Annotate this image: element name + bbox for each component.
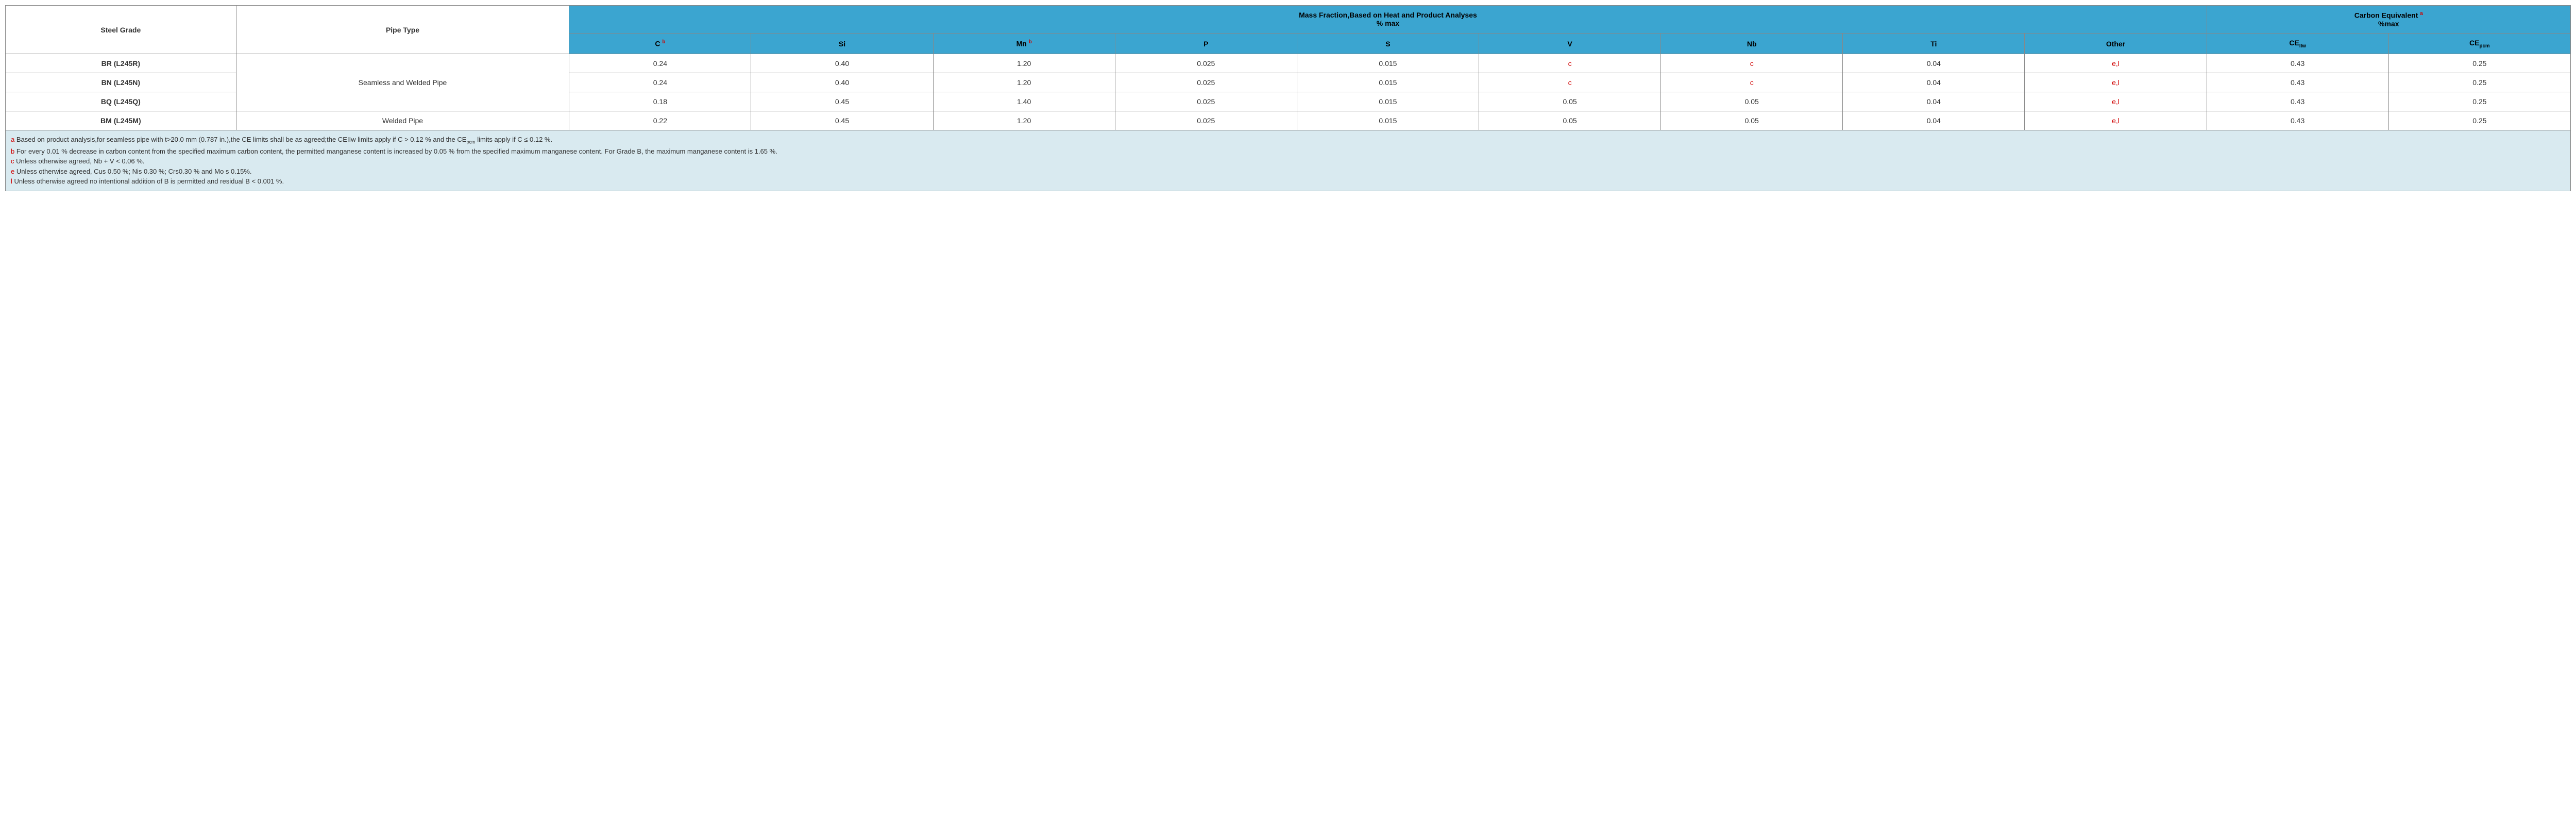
cell-mn: 1.40 bbox=[933, 92, 1115, 111]
cell-si: 0.40 bbox=[751, 54, 933, 73]
cell-mn: 1.20 bbox=[933, 111, 1115, 130]
cell-p: 0.025 bbox=[1115, 73, 1297, 92]
footnote-b: b For every 0.01 % decrease in carbon co… bbox=[11, 146, 2565, 157]
hdr-cepcm-label: CE bbox=[2469, 39, 2479, 47]
cell-ceiiw: 0.43 bbox=[2207, 111, 2388, 130]
cell-nb: 0.05 bbox=[1661, 92, 1843, 111]
cell-ceiiw: 0.43 bbox=[2207, 54, 2388, 73]
hdr-mn: Mn b bbox=[933, 33, 1115, 54]
cell-v: 0.05 bbox=[1479, 92, 1661, 111]
hdr-mn-label: Mn bbox=[1016, 40, 1027, 48]
hdr-cepcm-sub: pcm bbox=[2480, 43, 2490, 48]
cell-nb: c bbox=[1661, 54, 1843, 73]
cell-other: e,l bbox=[2025, 54, 2207, 73]
footnote-l-text: Unless otherwise agreed no intentional a… bbox=[12, 177, 284, 185]
cell-cepcm: 0.25 bbox=[2388, 92, 2570, 111]
cell-s: 0.015 bbox=[1297, 54, 1479, 73]
footnote-a-tail: limits apply if C ≤ 0.12 %. bbox=[476, 136, 552, 143]
cell-grade: BN (L245N) bbox=[6, 73, 236, 92]
hdr-steel-grade: Steel Grade bbox=[6, 6, 236, 54]
cell-nb: 0.05 bbox=[1661, 111, 1843, 130]
footnote-a: a Based on product analysis,for seamless… bbox=[11, 135, 2565, 146]
footnote-l: l Unless otherwise agreed no intentional… bbox=[11, 176, 2565, 187]
cell-v: c bbox=[1479, 54, 1661, 73]
cell-pipe-type: Seamless and Welded Pipe bbox=[236, 54, 569, 111]
hdr-p: P bbox=[1115, 33, 1297, 54]
cell-other: e,l bbox=[2025, 111, 2207, 130]
cell-mn: 1.20 bbox=[933, 73, 1115, 92]
cell-s: 0.015 bbox=[1297, 73, 1479, 92]
cell-grade: BQ (L245Q) bbox=[6, 92, 236, 111]
hdr-carbon-eq-sub: %max bbox=[2378, 20, 2399, 28]
hdr-carbon-eq: Carbon Equivalent a %max bbox=[2207, 6, 2570, 34]
footnote-b-text: For every 0.01 % decrease in carbon cont… bbox=[14, 147, 777, 155]
cell-c: 0.18 bbox=[569, 92, 751, 111]
hdr-nb: Nb bbox=[1661, 33, 1843, 54]
cell-v: c bbox=[1479, 73, 1661, 92]
hdr-v: V bbox=[1479, 33, 1661, 54]
hdr-carbon-eq-title: Carbon Equivalent bbox=[2354, 11, 2418, 20]
cell-s: 0.015 bbox=[1297, 92, 1479, 111]
footnote-a-sub: pcm bbox=[466, 140, 475, 145]
hdr-ceiiw-label: CE bbox=[2289, 39, 2299, 47]
footnote-e: e Unless otherwise agreed, Cus 0.50 %; N… bbox=[11, 166, 2565, 177]
cell-si: 0.40 bbox=[751, 73, 933, 92]
footnotes-block: a Based on product analysis,for seamless… bbox=[5, 130, 2571, 191]
hdr-pipe-type: Pipe Type bbox=[236, 6, 569, 54]
cell-ti: 0.04 bbox=[1843, 54, 2025, 73]
cell-mn: 1.20 bbox=[933, 54, 1115, 73]
cell-ceiiw: 0.43 bbox=[2207, 92, 2388, 111]
cell-other: e,l bbox=[2025, 92, 2207, 111]
cell-p: 0.025 bbox=[1115, 54, 1297, 73]
hdr-ceiiw-sub: IIw bbox=[2299, 43, 2306, 48]
hdr-mn-note: b bbox=[1029, 39, 1032, 45]
hdr-other: Other bbox=[2025, 33, 2207, 54]
table-row: BR (L245R)Seamless and Welded Pipe0.240.… bbox=[6, 54, 2571, 73]
hdr-mass-fraction-sub: % max bbox=[1377, 19, 1399, 27]
cell-nb: c bbox=[1661, 73, 1843, 92]
hdr-mass-fraction: Mass Fraction,Based on Heat and Product … bbox=[569, 6, 2207, 34]
cell-cepcm: 0.25 bbox=[2388, 111, 2570, 130]
cell-ti: 0.04 bbox=[1843, 111, 2025, 130]
cell-ceiiw: 0.43 bbox=[2207, 73, 2388, 92]
footnote-e-text: Unless otherwise agreed, Cus 0.50 %; Nis… bbox=[14, 168, 251, 175]
cell-c: 0.22 bbox=[569, 111, 751, 130]
cell-v: 0.05 bbox=[1479, 111, 1661, 130]
hdr-ti: Ti bbox=[1843, 33, 2025, 54]
cell-ti: 0.04 bbox=[1843, 73, 2025, 92]
hdr-s: S bbox=[1297, 33, 1479, 54]
cell-other: e,l bbox=[2025, 73, 2207, 92]
composition-table: Steel Grade Pipe Type Mass Fraction,Base… bbox=[5, 5, 2571, 130]
cell-p: 0.025 bbox=[1115, 92, 1297, 111]
hdr-c-label: C bbox=[655, 40, 660, 48]
cell-cepcm: 0.25 bbox=[2388, 73, 2570, 92]
footnote-a-text: Based on product analysis,for seamless p… bbox=[14, 136, 466, 143]
cell-si: 0.45 bbox=[751, 92, 933, 111]
cell-grade: BR (L245R) bbox=[6, 54, 236, 73]
footnote-c-text: Unless otherwise agreed, Nb + V < 0.06 %… bbox=[14, 157, 145, 165]
cell-pipe-type: Welded Pipe bbox=[236, 111, 569, 130]
cell-s: 0.015 bbox=[1297, 111, 1479, 130]
table-row: BM (L245M)Welded Pipe0.220.451.200.0250.… bbox=[6, 111, 2571, 130]
cell-cepcm: 0.25 bbox=[2388, 54, 2570, 73]
hdr-c: C b bbox=[569, 33, 751, 54]
hdr-ceiiw: CEIIw bbox=[2207, 33, 2388, 54]
cell-grade: BM (L245M) bbox=[6, 111, 236, 130]
hdr-c-note: b bbox=[662, 39, 665, 45]
cell-si: 0.45 bbox=[751, 111, 933, 130]
hdr-mass-fraction-title: Mass Fraction,Based on Heat and Product … bbox=[1299, 11, 1477, 19]
cell-ti: 0.04 bbox=[1843, 92, 2025, 111]
hdr-carbon-eq-note: a bbox=[2420, 11, 2422, 16]
hdr-cepcm: CEpcm bbox=[2388, 33, 2570, 54]
footnote-c: c Unless otherwise agreed, Nb + V < 0.06… bbox=[11, 156, 2565, 166]
cell-c: 0.24 bbox=[569, 73, 751, 92]
hdr-si: Si bbox=[751, 33, 933, 54]
cell-p: 0.025 bbox=[1115, 111, 1297, 130]
cell-c: 0.24 bbox=[569, 54, 751, 73]
